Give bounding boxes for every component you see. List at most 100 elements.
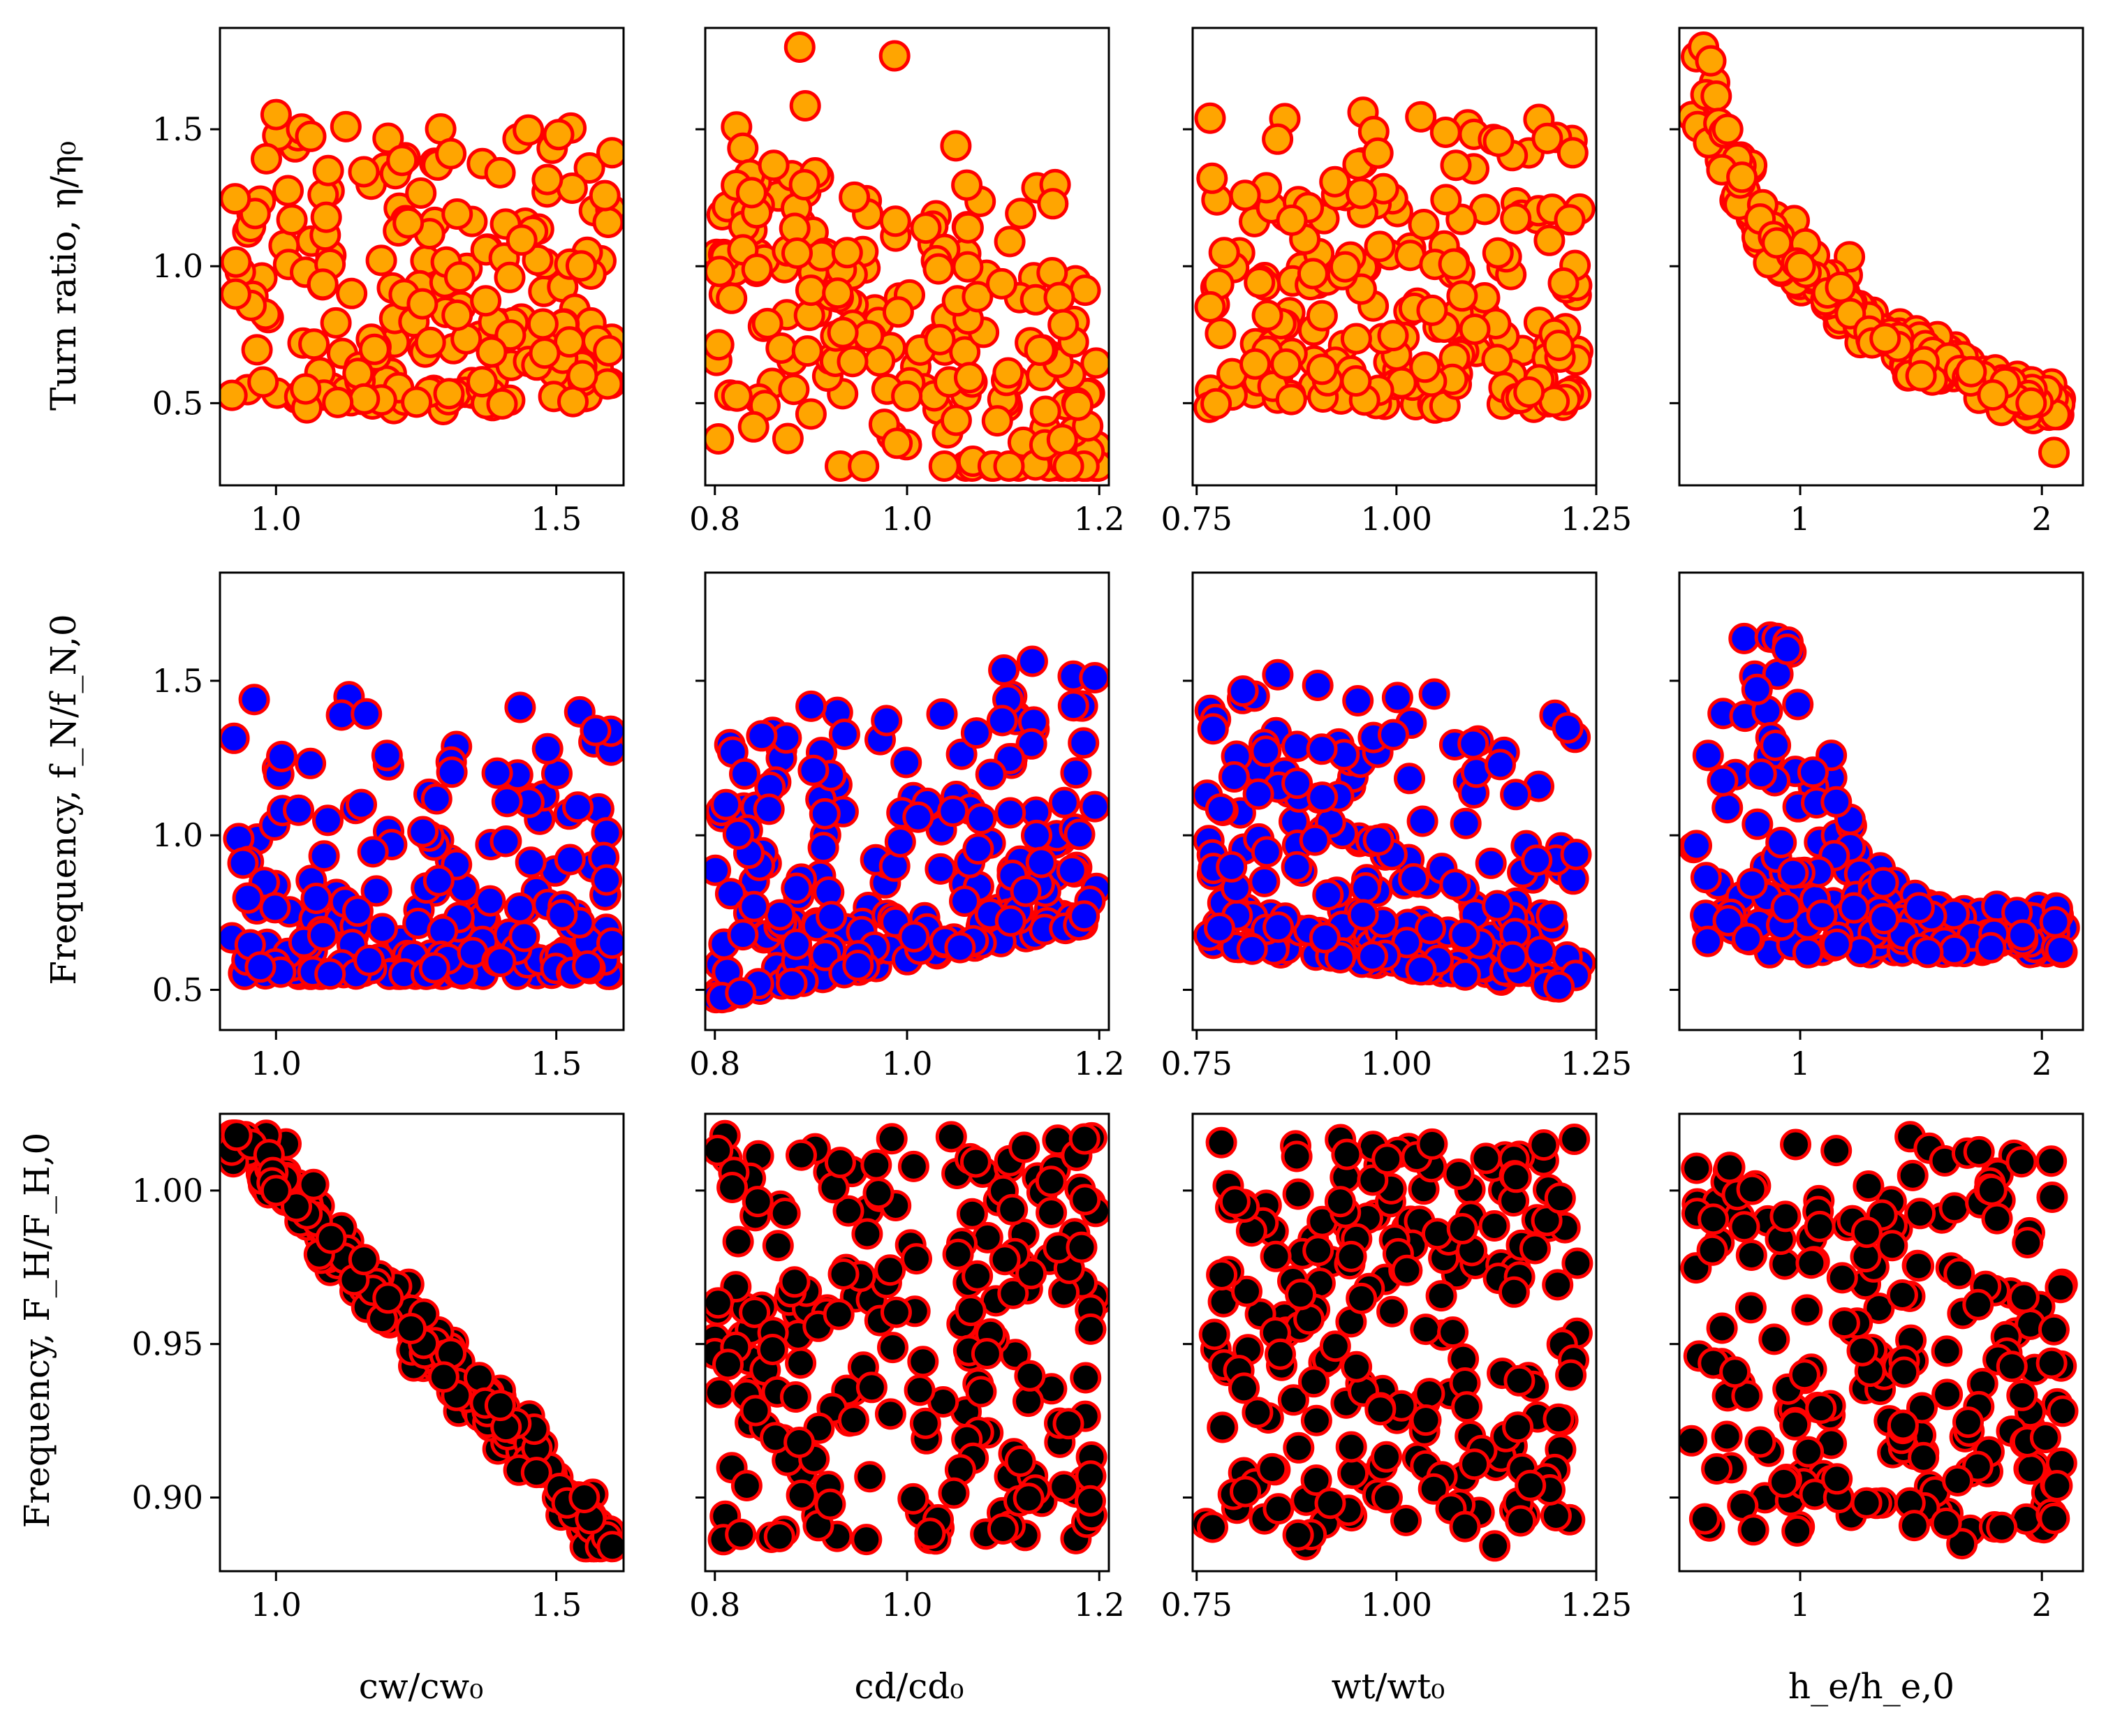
point (1194, 102, 1226, 134)
point (1820, 786, 1853, 818)
point (557, 385, 589, 418)
col2-xlabel: wt/wt₀ (1332, 1666, 1445, 1707)
point (956, 1198, 988, 1230)
point (1008, 1131, 1040, 1163)
point (739, 1296, 771, 1328)
point (1302, 1235, 1334, 1267)
point (1205, 793, 1237, 825)
point (1200, 388, 1232, 420)
point (357, 836, 389, 868)
point (308, 840, 340, 872)
point (1542, 1403, 1575, 1435)
point (565, 250, 597, 282)
point (358, 333, 390, 365)
point (1015, 1258, 1047, 1290)
point (860, 1149, 892, 1181)
point (1066, 1231, 1098, 1263)
point (348, 156, 380, 188)
point (1331, 1138, 1363, 1170)
point (1004, 1446, 1036, 1477)
point (1552, 712, 1584, 744)
point (1448, 919, 1480, 951)
panel-r1-c1: 0.8 1.0 1.2 (689, 571, 1125, 1082)
point (1069, 274, 1101, 307)
point (1010, 875, 1042, 907)
point (494, 261, 526, 293)
point (1297, 258, 1329, 290)
point (1350, 872, 1382, 904)
points-r0-c3 (1679, 31, 2077, 469)
point (1068, 1123, 1100, 1155)
point (1014, 1360, 1046, 1392)
point (314, 958, 346, 990)
point (1502, 1411, 1534, 1443)
point (1888, 1356, 1920, 1388)
point (1867, 867, 1899, 899)
point (1898, 1510, 1930, 1542)
point (1887, 1409, 1919, 1441)
point (484, 1390, 516, 1422)
point (596, 1531, 624, 1563)
point (1792, 936, 1824, 969)
point (781, 872, 813, 904)
point (1319, 1330, 1351, 1362)
point (1242, 778, 1274, 810)
point (1975, 1174, 2008, 1206)
point (1975, 932, 2007, 964)
point (1728, 622, 1760, 654)
point (1826, 1262, 1858, 1294)
y-tick-label: 0.5 (152, 971, 203, 1008)
point (938, 1477, 970, 1509)
point (828, 719, 860, 750)
point (1300, 1464, 1332, 1496)
point (928, 450, 960, 482)
point (823, 1298, 855, 1330)
point (371, 740, 403, 772)
point (1398, 863, 1430, 895)
point (1306, 300, 1338, 332)
point (827, 316, 859, 348)
point (952, 251, 984, 283)
point (1450, 807, 1482, 839)
point (1930, 1507, 1962, 1539)
point (1707, 765, 1739, 797)
point (1052, 450, 1084, 482)
point (739, 1395, 772, 1427)
point (251, 142, 282, 175)
point (1048, 786, 1080, 818)
point (884, 826, 916, 858)
point (904, 1374, 936, 1406)
point (2041, 1470, 2073, 1501)
point (1688, 1503, 1721, 1535)
point (395, 1313, 427, 1344)
point (346, 788, 377, 821)
point (862, 1177, 894, 1209)
point (762, 1230, 794, 1262)
point (1903, 892, 1935, 924)
point (705, 329, 735, 361)
point (1244, 266, 1276, 298)
point (993, 450, 1025, 482)
points-r0-c2 (1193, 96, 1596, 424)
point (987, 1513, 1019, 1545)
point (1283, 1432, 1315, 1464)
point (1977, 379, 2009, 411)
point (779, 1266, 811, 1298)
point (1853, 1170, 1885, 1202)
point (1741, 673, 1773, 705)
point (1533, 224, 1566, 256)
points-r0-c1 (705, 31, 1109, 482)
point (1692, 925, 1724, 957)
point (1345, 177, 1377, 209)
point (1029, 395, 1061, 427)
point (783, 31, 816, 63)
point (1430, 184, 1462, 216)
x-tick-label: 1.0 (251, 500, 302, 538)
point (1070, 1362, 1102, 1394)
point (986, 705, 1018, 737)
point (981, 405, 1013, 437)
point (1015, 728, 1047, 760)
point (795, 690, 827, 722)
point (372, 1282, 404, 1314)
